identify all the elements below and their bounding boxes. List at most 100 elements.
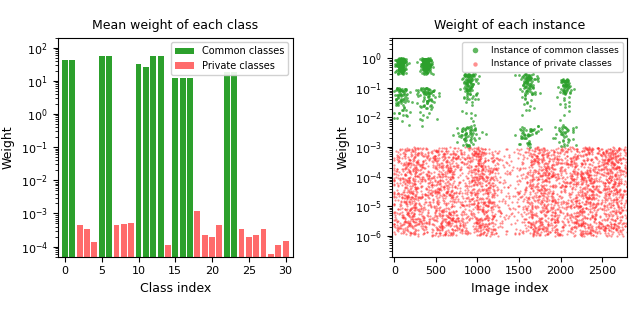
Instance of private classes <box>614 178 624 183</box>
Instance of private classes <box>452 197 463 202</box>
Instance of private classes <box>533 219 543 224</box>
Instance of private classes <box>598 167 609 172</box>
Instance of private classes <box>436 224 447 229</box>
Instance of private classes <box>600 225 610 230</box>
Instance of common classes <box>398 61 408 66</box>
Instance of common classes <box>521 128 531 133</box>
Instance of private classes <box>433 163 444 168</box>
Instance of common classes <box>398 56 408 61</box>
Instance of private classes <box>410 172 420 177</box>
Instance of private classes <box>400 153 410 158</box>
Instance of private classes <box>401 189 412 194</box>
Instance of private classes <box>622 187 632 192</box>
Instance of private classes <box>407 190 417 195</box>
Instance of common classes <box>419 65 429 70</box>
Instance of common classes <box>422 106 432 111</box>
Instance of private classes <box>578 194 588 199</box>
Instance of private classes <box>605 188 616 193</box>
Instance of common classes <box>419 59 429 64</box>
Instance of common classes <box>461 80 472 85</box>
Instance of private classes <box>508 194 518 199</box>
Instance of common classes <box>421 86 431 91</box>
Instance of common classes <box>458 76 468 81</box>
Instance of private classes <box>554 165 564 170</box>
Instance of private classes <box>455 185 465 190</box>
Instance of private classes <box>557 184 568 189</box>
Instance of private classes <box>584 177 595 182</box>
Instance of private classes <box>394 155 404 160</box>
Instance of private classes <box>475 231 485 236</box>
Instance of private classes <box>405 229 415 234</box>
Instance of private classes <box>392 192 403 197</box>
Instance of common classes <box>524 104 534 109</box>
Instance of private classes <box>456 150 467 155</box>
Instance of private classes <box>607 185 617 190</box>
Instance of private classes <box>415 195 426 200</box>
Instance of common classes <box>466 134 476 139</box>
Instance of private classes <box>397 150 408 155</box>
Instance of private classes <box>504 182 515 187</box>
Instance of private classes <box>571 180 581 185</box>
Instance of private classes <box>423 176 433 181</box>
Instance of common classes <box>398 58 408 63</box>
Instance of common classes <box>418 99 428 104</box>
Instance of private classes <box>447 172 458 177</box>
Instance of private classes <box>577 207 587 212</box>
Instance of common classes <box>518 79 529 84</box>
Instance of private classes <box>478 227 488 232</box>
Instance of common classes <box>558 133 568 138</box>
Instance of private classes <box>518 219 529 224</box>
Instance of private classes <box>584 162 595 167</box>
Instance of common classes <box>398 88 408 93</box>
Instance of private classes <box>397 212 407 217</box>
Instance of private classes <box>481 189 492 194</box>
Instance of private classes <box>401 231 411 236</box>
Instance of private classes <box>591 165 602 170</box>
Instance of common classes <box>419 64 429 69</box>
Instance of private classes <box>604 187 614 192</box>
Instance of private classes <box>606 163 616 168</box>
Instance of private classes <box>474 181 484 186</box>
Instance of private classes <box>572 180 582 185</box>
Instance of private classes <box>597 167 607 172</box>
Instance of private classes <box>577 231 588 236</box>
Instance of private classes <box>567 145 577 150</box>
Instance of private classes <box>533 160 543 165</box>
Instance of private classes <box>573 171 584 176</box>
Instance of private classes <box>401 178 411 183</box>
Legend: Common classes, Private classes: Common classes, Private classes <box>171 43 288 75</box>
Instance of common classes <box>394 64 404 69</box>
Instance of private classes <box>517 162 527 167</box>
Instance of common classes <box>392 115 402 120</box>
Instance of common classes <box>467 132 477 137</box>
Instance of private classes <box>527 221 538 226</box>
Instance of private classes <box>575 171 586 176</box>
Instance of private classes <box>467 175 477 180</box>
Instance of common classes <box>559 80 569 85</box>
Instance of private classes <box>540 171 550 176</box>
Instance of common classes <box>395 60 405 65</box>
Instance of private classes <box>522 220 532 225</box>
Instance of private classes <box>600 225 611 230</box>
Instance of private classes <box>539 185 549 190</box>
Instance of common classes <box>462 73 472 78</box>
Instance of common classes <box>561 83 572 88</box>
Instance of private classes <box>409 181 419 186</box>
Instance of common classes <box>459 73 469 78</box>
Instance of common classes <box>419 63 429 68</box>
Instance of private classes <box>556 167 566 172</box>
Instance of private classes <box>396 146 406 151</box>
Instance of private classes <box>550 184 561 189</box>
Instance of private classes <box>525 207 536 212</box>
Instance of private classes <box>441 146 451 151</box>
Instance of private classes <box>543 172 553 177</box>
Instance of private classes <box>560 176 570 181</box>
Instance of private classes <box>468 229 479 234</box>
Instance of private classes <box>463 153 473 158</box>
Instance of private classes <box>496 210 506 215</box>
Instance of private classes <box>579 174 589 179</box>
Instance of common classes <box>422 69 432 74</box>
Instance of private classes <box>520 190 531 195</box>
Instance of private classes <box>591 176 602 181</box>
Instance of private classes <box>404 202 415 207</box>
